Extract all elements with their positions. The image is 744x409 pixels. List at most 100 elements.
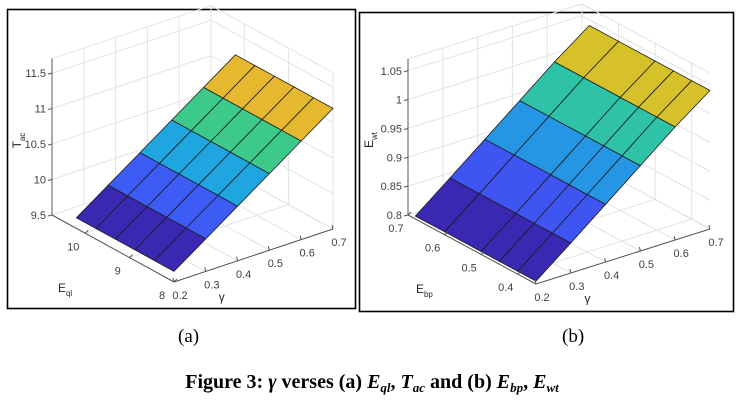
grid-line xyxy=(407,15,583,72)
x-tick-label: 0.7 xyxy=(708,237,723,249)
grid-line xyxy=(407,44,583,101)
z-tick-label: 10 xyxy=(34,175,46,187)
y-axis-label-sub: bp xyxy=(424,290,433,299)
y-tick-mark xyxy=(480,251,485,255)
caption-verses-a: verses (a) xyxy=(281,371,363,393)
x-tick-label: 0.2 xyxy=(172,290,187,302)
z-tick-label: 9.5 xyxy=(31,210,46,222)
figure-caption: Figure 3: γ verses (a) Eql, Tac and (b) … xyxy=(0,371,744,396)
z-axis-label-sub: wt xyxy=(370,131,379,141)
caption-and-b: and (b) xyxy=(430,371,492,393)
caption-comma-2: , xyxy=(523,371,529,393)
x-tick-mark xyxy=(638,246,641,252)
x-tick-mark xyxy=(604,257,607,263)
chart-panel-a: 9.5 10 10.5 11 11.5 0.2 0.3 0.4 0.5 0.6 0.7 8 9 10 γ Eq… xyxy=(6,5,357,310)
caption-prefix: Figure 3: xyxy=(185,371,264,393)
caption-ewt-sub: wt xyxy=(546,380,559,395)
caption-tac-sub: ac xyxy=(412,380,426,395)
chart-panel-b: 0.8 0.85 0.9 0.95 1 1.05 0.2 0.3 0.4 0.5 0.6 0.7 0.4… xyxy=(358,3,735,313)
caption-gamma: γ xyxy=(268,371,277,393)
z-axis-label-main: E xyxy=(362,140,376,148)
y-tick-mark xyxy=(444,231,448,236)
y-axis-label: Eql xyxy=(58,281,72,298)
y-axis-label: Ebp xyxy=(416,282,433,299)
caption-eql-e: E xyxy=(367,371,381,393)
y-tick-mark xyxy=(173,278,178,283)
x-tick-label: 0.3 xyxy=(204,279,219,291)
x-tick-label: 0.2 xyxy=(534,292,549,304)
caption-comma-1: , xyxy=(390,371,396,393)
x-tick-mark xyxy=(299,235,302,240)
z-tick-mark xyxy=(403,156,409,159)
surface-patch xyxy=(281,97,334,142)
y-tick-mark xyxy=(407,211,412,216)
grid-line xyxy=(210,5,334,73)
x-tick-label: 0.4 xyxy=(604,270,619,282)
z-axis-label: Tac xyxy=(10,133,27,149)
x-tick-label: 0.6 xyxy=(300,248,315,260)
z-tick-label: 1.05 xyxy=(381,66,402,78)
y-axis-label-main: E xyxy=(58,281,66,295)
y-axis-label-main: E xyxy=(416,282,424,296)
z-axis-label-main: T xyxy=(10,140,24,148)
y-tick-mark xyxy=(84,229,89,234)
x-axis-label: γ xyxy=(219,290,225,304)
z-tick-mark xyxy=(47,214,53,217)
y-tick-label: 10 xyxy=(67,241,79,253)
panel-label-a: (a) xyxy=(178,326,200,347)
z-tick-label: 10.5 xyxy=(25,139,46,151)
z-tick-mark xyxy=(47,179,53,182)
x-tick-label: 0.5 xyxy=(639,259,654,271)
x-tick-label: 0.5 xyxy=(268,258,283,270)
z-tick-label: 0.95 xyxy=(381,123,402,135)
x-tick-mark xyxy=(172,277,175,283)
y-tick-label: 0.5 xyxy=(461,262,476,274)
x-axis-line xyxy=(173,228,334,283)
x-axis-label: γ xyxy=(585,291,591,305)
x-tick-mark xyxy=(331,224,334,230)
z-tick-label: 11 xyxy=(35,104,46,116)
z-axis-label-sub: ac xyxy=(18,133,27,141)
x-tick-mark xyxy=(204,267,207,272)
z-tick-mark xyxy=(403,185,409,188)
y-tick-label: 0.6 xyxy=(425,243,440,255)
x-axis-line xyxy=(535,228,711,285)
surface-patch xyxy=(656,80,711,128)
y-tick-label: 0.4 xyxy=(498,282,513,294)
z-tick-label: 11.5 xyxy=(25,68,46,80)
x-tick-mark xyxy=(708,224,711,230)
z-tick-mark xyxy=(47,72,53,75)
grid-line xyxy=(51,19,212,74)
y-axis-line xyxy=(51,214,175,283)
caption-eql-sub: ql xyxy=(380,380,391,395)
x-tick-mark xyxy=(236,256,239,261)
grid-line xyxy=(51,90,212,145)
z-tick-label: 0.9 xyxy=(387,152,402,164)
z-tick-mark xyxy=(403,127,409,130)
panel-label-b: (b) xyxy=(562,326,585,347)
z-tick-mark xyxy=(403,214,409,217)
x-tick-label: 0.3 xyxy=(569,281,584,293)
grid-line xyxy=(210,19,334,88)
grid-line xyxy=(581,15,711,86)
x-tick-mark xyxy=(673,235,676,241)
z-tick-mark xyxy=(47,108,53,111)
x-tick-label: 0.6 xyxy=(674,248,689,260)
caption-tac-t: T xyxy=(400,371,413,393)
y-tick-label: 0.7 xyxy=(388,223,403,235)
y-axis-line xyxy=(407,214,537,285)
z-tick-label: 0.85 xyxy=(381,181,402,193)
x-tick-mark xyxy=(267,246,270,251)
x-tick-mark xyxy=(569,268,572,274)
x-tick-label: 0.4 xyxy=(236,269,251,281)
grid-line xyxy=(581,3,711,74)
grid-line xyxy=(51,5,212,60)
x-tick-mark xyxy=(534,279,537,285)
caption-ewt-e: E xyxy=(533,371,547,393)
x-tick-label: 0.7 xyxy=(331,237,346,249)
grid-line xyxy=(51,55,212,110)
caption-ebp-sub: bp xyxy=(510,380,524,395)
y-tick-mark xyxy=(129,254,133,258)
z-tick-label: 1 xyxy=(396,95,402,107)
